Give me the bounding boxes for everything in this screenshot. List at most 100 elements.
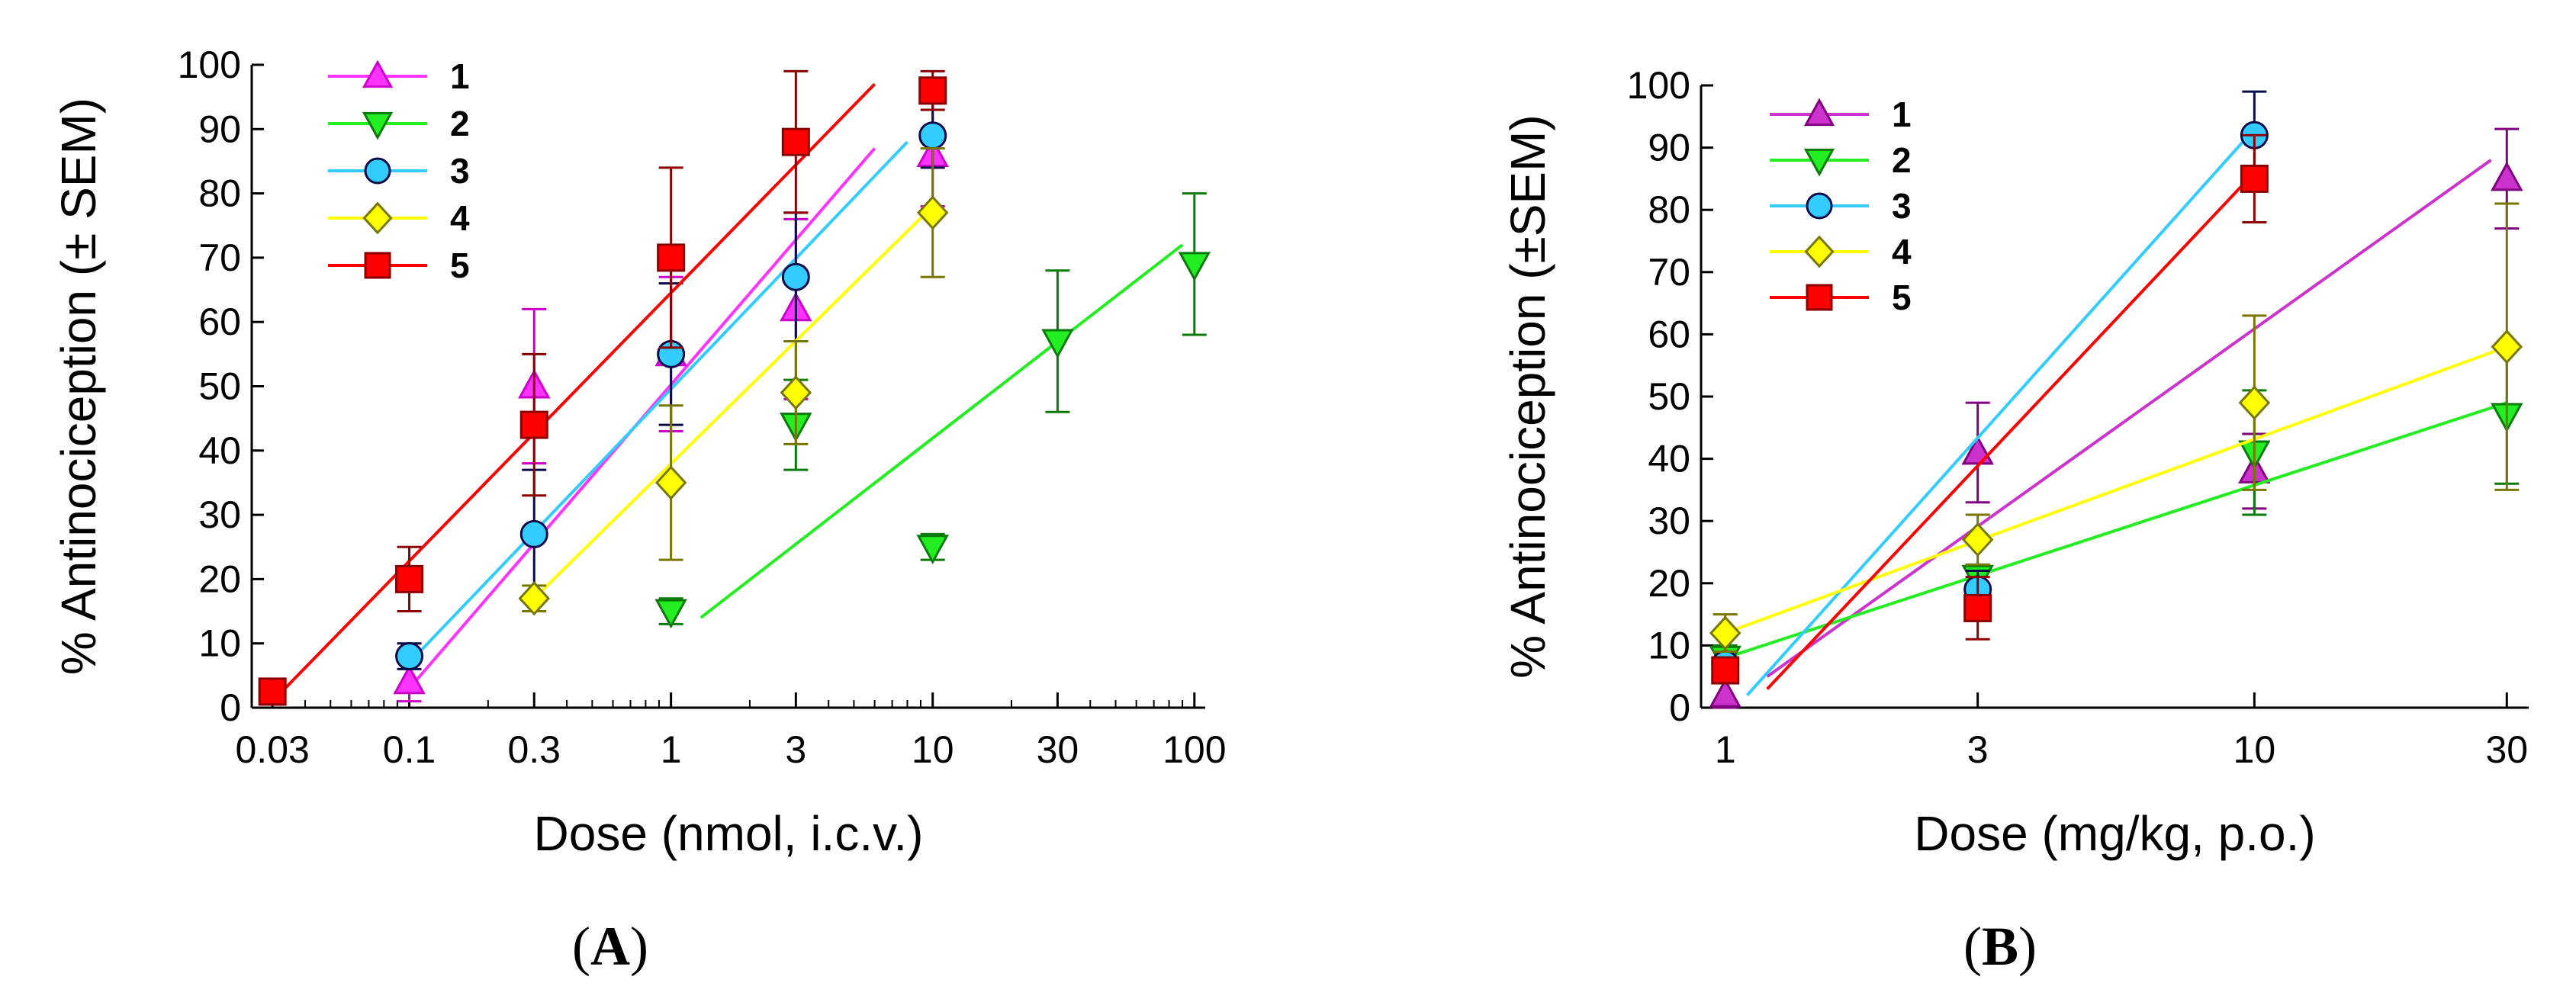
panel-b-y-tick-label: 10 [1648, 624, 1690, 667]
panel-a-point-series-2 [916, 535, 949, 564]
panel-a-x-tick-label: 30 [1037, 728, 1079, 771]
panel-b-chart: 0 10 20 30 40 50 60 70 80 90 100 1 3 10 30 % Antinocice… [1500, 64, 2529, 861]
panel-b-legend-marker-3 [1806, 192, 1833, 220]
panel-a-y-tick-label: 90 [198, 108, 241, 150]
panel-b-point-series-4 [2238, 385, 2271, 420]
panel-b-legend-label-1: 1 [1892, 95, 1912, 134]
panel-a-y-tick-label: 30 [198, 493, 241, 536]
panel-b-y-tick-label: 40 [1648, 438, 1690, 480]
panel-a-label: (A) [572, 916, 648, 977]
panel-b-legend-marker-1 [1803, 98, 1835, 127]
panel-a-y-tick-label: 20 [198, 557, 241, 600]
panel-a-y-tick-label: 10 [198, 622, 241, 665]
panel-a-x-tick-label: 0.03 [236, 728, 310, 771]
panel-b-fit-line-4 [1725, 345, 2507, 634]
panel-a-legend-marker-2 [362, 111, 394, 140]
panel-a-fit-line-2 [699, 243, 1184, 619]
panel-b-x-tick-label: 30 [2485, 728, 2528, 771]
panel-b-legend-label-4: 4 [1892, 232, 1912, 271]
panel-b-point-series-5 [2240, 164, 2269, 193]
panel-a-point-series-5 [918, 76, 947, 105]
panel-a-y-axis-title: % Antinociception (± SEM) [51, 98, 106, 675]
panel-a-series-4 [518, 147, 949, 616]
panel-a-y-tick-label: 40 [198, 429, 241, 472]
panel-b-y-tick-label: 90 [1648, 127, 1690, 169]
panel-b-legend-marker-5 [1806, 284, 1833, 311]
panel-a-legend-label-1: 1 [450, 56, 470, 96]
panel-a-point-series-4 [916, 195, 949, 230]
panel-b-x-tick-label: 1 [1715, 728, 1736, 771]
panel-a-legend-label-5: 5 [450, 246, 470, 285]
panel-b-series-5 [1711, 133, 2269, 690]
panel-a-point-series-2 [1041, 329, 1074, 359]
panel-a-fit-line-4 [532, 205, 934, 600]
panel-a-series-5 [258, 69, 947, 706]
panel-b-label: (B) [1963, 916, 2037, 977]
panel-b-y-tick-label: 60 [1648, 313, 1690, 355]
panel-a-x-tick-label: 1 [661, 728, 682, 771]
panel-b-point-series-1 [2491, 161, 2523, 191]
panel-b-x-tick-label: 10 [2233, 728, 2276, 771]
panel-a-x-tick-label: 0.1 [383, 728, 436, 771]
panel-a-legend-marker-4 [362, 201, 393, 235]
panel-a-y-tick-label: 60 [198, 300, 241, 343]
panel-a-point-series-5 [258, 677, 287, 706]
panel-a-y-tick-label: 80 [198, 172, 241, 215]
panel-a-point-series-5 [519, 410, 548, 439]
panel-b-point-series-5 [1963, 593, 1992, 622]
panel-b-legend-marker-2 [1803, 148, 1835, 177]
panel-a-legend-marker-3 [364, 157, 391, 185]
panel-b-y-tick-label: 20 [1648, 562, 1690, 605]
panel-b-x-tick-label: 3 [1967, 728, 1989, 771]
panel-a-x-tick-label: 10 [912, 728, 954, 771]
panel-a-point-series-5 [395, 564, 424, 593]
panel-b-legend-label-5: 5 [1892, 278, 1912, 317]
panel-a-point-series-2 [654, 599, 687, 629]
panel-b-point-series-4 [1709, 615, 1741, 650]
panel-a-fit-line-3 [408, 140, 909, 664]
panel-a-legend-label-4: 4 [450, 198, 470, 238]
panel-b-point-series-4 [1961, 522, 1994, 557]
panel-b-fit-line-5 [1766, 171, 2256, 690]
panel-b-y-tick-label: 50 [1648, 375, 1690, 418]
panel-b-point-series-5 [1711, 656, 1740, 685]
panel-a-y-tick-label: 50 [198, 365, 241, 408]
panel-a-point-series-4 [780, 375, 812, 410]
panel-a-legend-label-2: 2 [450, 104, 470, 143]
panel-a-point-series-3 [918, 121, 947, 150]
panel-a-point-series-3 [395, 642, 424, 671]
panel-a-x-axis-title: Dose (nmol, i.c.v.) [534, 806, 924, 861]
panel-b-fit-line-3 [1745, 127, 2256, 697]
panel-b-legend-label-2: 2 [1892, 140, 1912, 180]
panel-b-series-1 [1709, 127, 2523, 709]
panel-b-y-tick-label: 100 [1627, 64, 1690, 107]
panel-a-legend-label-3: 3 [450, 151, 470, 191]
panel-b-y-tick-label: 0 [1669, 686, 1690, 729]
panel-b-y-axis-title: % Antinociception (±SEM) [1500, 114, 1555, 678]
panel-b-point-series-1 [1709, 678, 1741, 708]
panel-b-series-2 [1709, 345, 2523, 676]
panel-a-point-series-5 [657, 243, 686, 272]
panel-a-chart: 0 10 20 30 40 50 60 70 80 90 100 0.03 0.1 0.3 1 3 10 30 10… [51, 43, 1227, 861]
panel-b-legend-marker-4 [1804, 235, 1835, 268]
panel-a-point-series-3 [781, 262, 810, 291]
panel-a-point-series-5 [781, 127, 810, 156]
panel-b-fit-line-1 [1766, 159, 2492, 678]
panel-a-point-series-1 [393, 664, 426, 695]
panel-a-fit-line-5 [271, 82, 876, 702]
panel-a-point-series-3 [519, 519, 548, 548]
panel-a-x-tick-label: 3 [785, 728, 806, 771]
panel-a-y-tick-label: 0 [220, 686, 241, 729]
panel-a-legend-marker-5 [364, 252, 391, 279]
panel-a-point-series-4 [654, 465, 687, 500]
panel-a-y-tick-label: 70 [198, 236, 241, 279]
panel-b-legend-label-3: 3 [1892, 186, 1912, 226]
panel-b-y-tick-label: 80 [1648, 188, 1690, 231]
panel-a-point-series-4 [518, 581, 550, 616]
panel-a-point-series-2 [1178, 252, 1211, 281]
panel-b-y-tick-label: 30 [1648, 500, 1690, 542]
panel-b-x-axis-title: Dose (mg/kg, p.o.) [1914, 806, 2315, 861]
panel-a-x-tick-label: 100 [1163, 728, 1226, 771]
panel-a-legend-marker-1 [362, 59, 394, 88]
